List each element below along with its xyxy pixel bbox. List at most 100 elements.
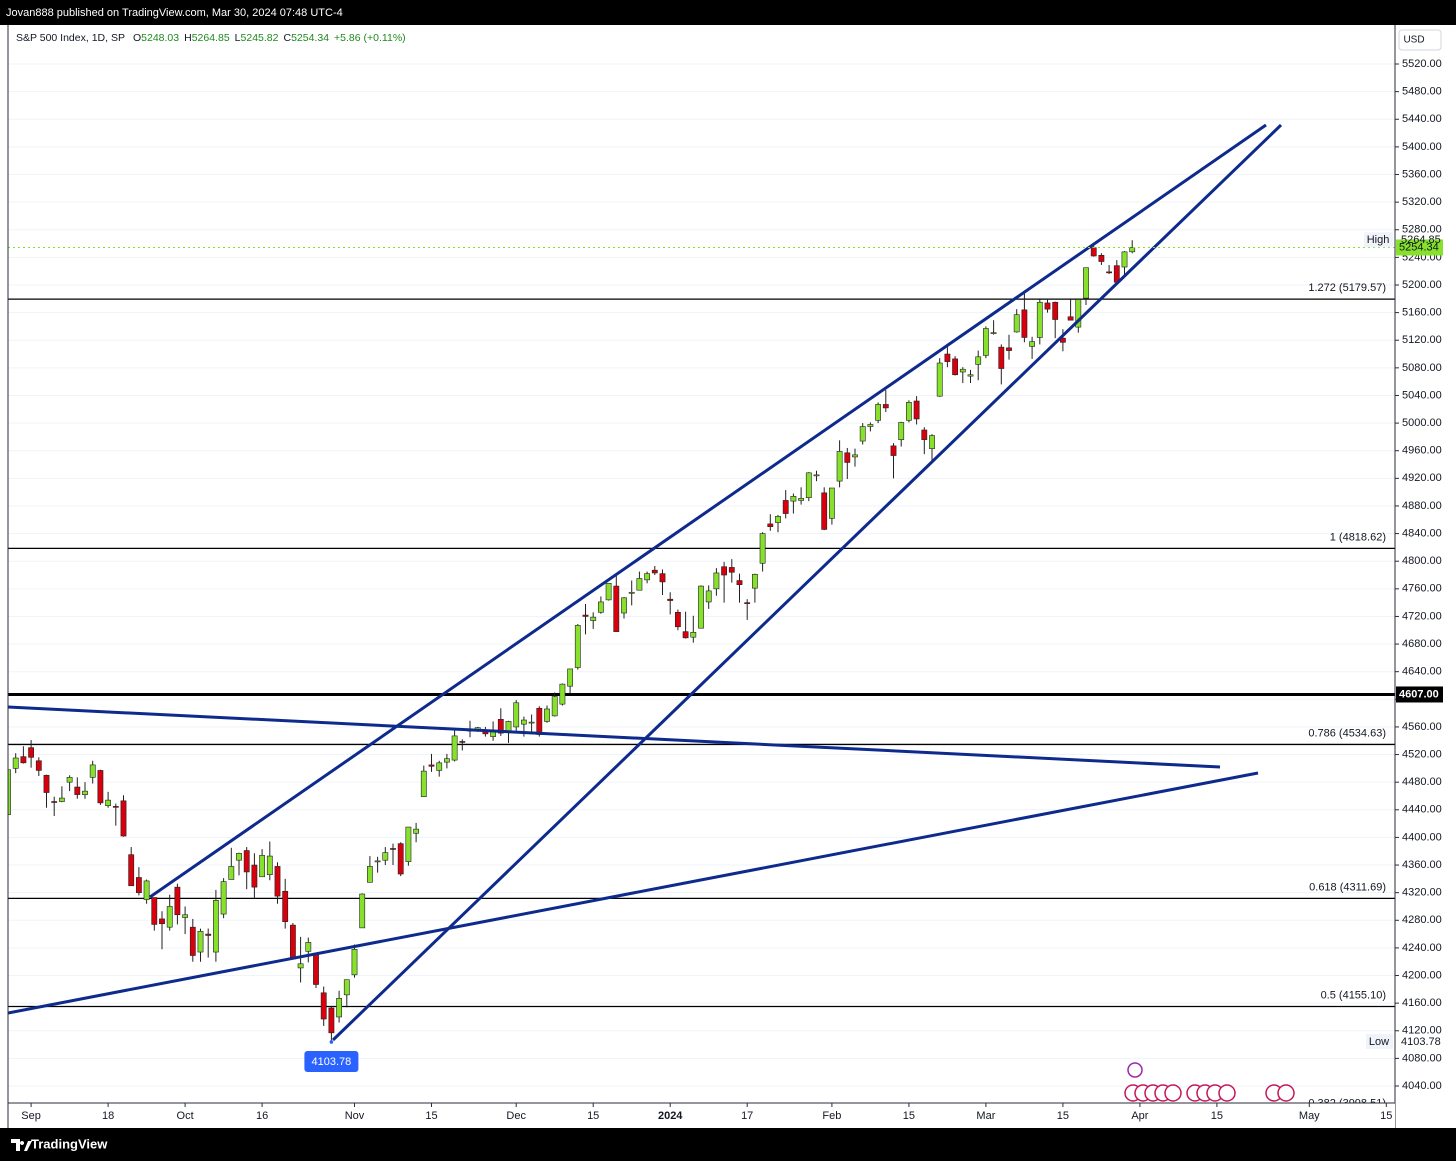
candle-body xyxy=(297,963,304,969)
ohlc-prefix: L xyxy=(235,32,241,44)
candle-body xyxy=(505,721,512,732)
candle-body xyxy=(197,931,204,953)
candle-body xyxy=(374,860,381,863)
y-tick-label: 5440.00 xyxy=(1402,113,1442,125)
candle-body xyxy=(913,400,920,420)
candle-body xyxy=(713,572,720,590)
candle-body xyxy=(628,591,635,594)
candle-body xyxy=(520,719,527,725)
candle-body xyxy=(120,800,127,837)
candle-body xyxy=(559,683,566,705)
candle-body xyxy=(189,926,196,956)
y-tick-label: 4080.00 xyxy=(1402,1052,1442,1064)
candle-body xyxy=(243,850,250,873)
candle-body xyxy=(582,614,589,617)
candle-body xyxy=(921,429,928,440)
candle-body xyxy=(205,933,212,936)
candle-body xyxy=(929,435,935,449)
candle-body xyxy=(1129,247,1136,253)
x-tick-label: May xyxy=(1299,1110,1320,1122)
candle-body xyxy=(590,616,597,621)
y-tick-label: 4040.00 xyxy=(1402,1080,1442,1092)
footer-brand: TradingView xyxy=(31,1136,108,1151)
y-tick-label: 5200.00 xyxy=(1402,279,1442,291)
candle-body xyxy=(1067,316,1074,321)
candle-body xyxy=(51,801,58,803)
candle-body xyxy=(328,1007,335,1034)
y-tick-label: 5320.00 xyxy=(1402,196,1442,208)
y-tick-label: 5400.00 xyxy=(1402,141,1442,153)
candle-body xyxy=(967,374,974,377)
y-tick-label: 4320.00 xyxy=(1402,887,1442,899)
candle-body xyxy=(605,583,612,601)
x-tick-label: 15 xyxy=(587,1110,599,1122)
candle-body xyxy=(1075,299,1082,328)
candle-body xyxy=(451,735,458,761)
price-axis xyxy=(1395,25,1456,1128)
candle-body xyxy=(58,797,65,802)
y-tick-label: 4960.00 xyxy=(1402,445,1442,457)
price-tag-label: 4607.00 xyxy=(1399,688,1439,700)
low-tag-label: Low xyxy=(1369,1036,1389,1048)
fib-label: 0.5 (4155.10) xyxy=(1321,989,1386,1001)
candle-body xyxy=(597,601,604,613)
last-price-label: 5254.34 xyxy=(1399,241,1439,253)
candle-body xyxy=(151,897,158,925)
candle-body xyxy=(698,585,704,629)
low-dot xyxy=(329,1040,334,1044)
x-tick-label: 15 xyxy=(1057,1110,1069,1122)
candle-body xyxy=(1106,271,1112,274)
levels: 1.272 (5179.57) 1 (4818.62) 0.786 (4534.63… xyxy=(8,282,1395,1110)
candle-body xyxy=(551,696,558,717)
candle-body xyxy=(351,948,358,976)
candle-body xyxy=(828,487,835,519)
ohlc-value: 5245.82 xyxy=(241,32,279,44)
y-tick-label: 4560.00 xyxy=(1402,721,1442,733)
candle-body xyxy=(536,707,543,735)
candle-body xyxy=(905,402,912,421)
candle-body xyxy=(852,454,858,458)
y-tick-label: 5160.00 xyxy=(1402,307,1442,319)
candles xyxy=(8,240,1136,1042)
candle-body xyxy=(875,404,881,421)
candle-body xyxy=(443,758,450,763)
candle-body xyxy=(1083,267,1089,299)
candle-body xyxy=(1013,314,1020,333)
candle-body xyxy=(844,452,851,463)
candle-body xyxy=(305,942,312,952)
y-tick-label: 5280.00 xyxy=(1402,224,1442,236)
candle-body xyxy=(220,881,227,915)
candle-body xyxy=(43,774,50,793)
candle-body xyxy=(1052,301,1059,320)
candle-body xyxy=(182,914,188,918)
y-tick-label: 4760.00 xyxy=(1402,583,1442,595)
low-tag xyxy=(1366,1033,1393,1049)
fib-label: 0.382 (3998.51) xyxy=(1308,1098,1386,1110)
overlays: 4103.78 xyxy=(8,246,1395,1072)
candle-body xyxy=(867,424,874,427)
symbol-title: S&P 500 Index, 1D, SP xyxy=(16,32,125,44)
trendline xyxy=(8,771,1259,1015)
candle-body xyxy=(320,992,327,1020)
low-callout-label: 4103.78 xyxy=(312,1056,352,1068)
candle-body xyxy=(497,719,504,734)
candle-body xyxy=(159,918,165,925)
logo xyxy=(11,1139,32,1151)
y-tick-label: 4880.00 xyxy=(1402,500,1442,512)
candle-body xyxy=(112,806,119,808)
candle-body xyxy=(1029,341,1035,347)
candle-body xyxy=(528,721,535,724)
candle-body xyxy=(413,828,419,834)
candle-body xyxy=(813,474,820,477)
candle-body xyxy=(728,567,735,573)
x-tick-label: 15 xyxy=(425,1110,437,1122)
candle-body xyxy=(751,574,758,589)
fib-label: 0.786 (4534.63) xyxy=(1308,727,1386,739)
candle-body xyxy=(775,516,781,523)
currency-box[interactable] xyxy=(1398,29,1442,51)
trendline xyxy=(149,123,1267,899)
candle-body xyxy=(266,855,273,876)
candle-body xyxy=(336,998,342,1018)
x-tick-label: 17 xyxy=(741,1110,753,1122)
candle-body xyxy=(674,612,681,628)
